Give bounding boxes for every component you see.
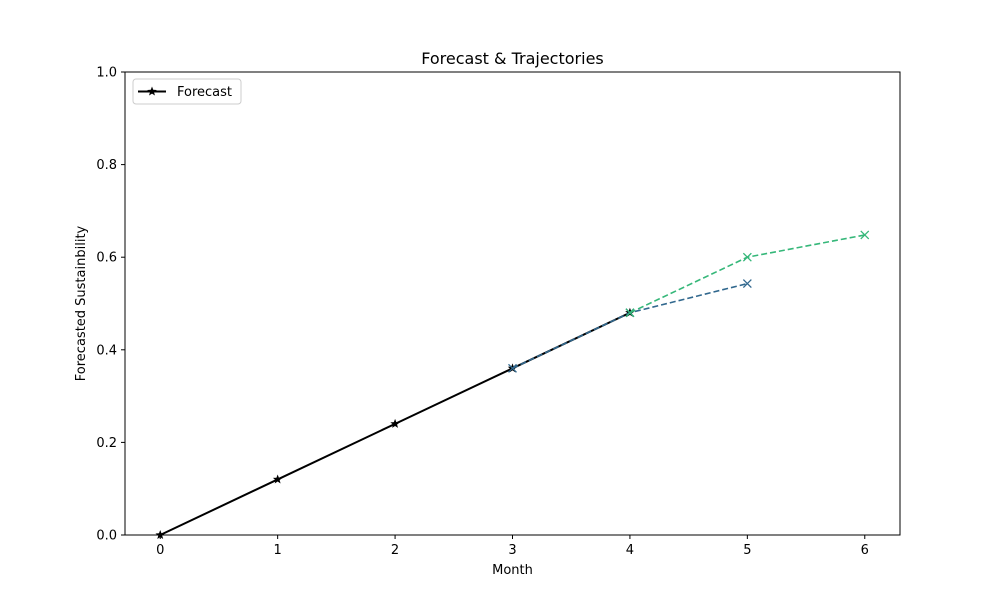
data-point-trajectory-1: [508, 363, 517, 373]
data-point-forecast: [390, 418, 400, 428]
legend-marker-forecast: [147, 86, 157, 96]
x-tick-label: 5: [743, 543, 751, 558]
x-tick-label: 1: [274, 543, 282, 558]
chart-title: Forecast & Trajectories: [421, 49, 604, 68]
x-axis: 0 1 2 3 4 5 6: [156, 535, 869, 558]
x-tick-label: 6: [861, 543, 869, 558]
y-tick-label: 0.8: [96, 158, 117, 173]
data-point-trajectory-2: [742, 252, 752, 262]
x-tick-label: 3: [508, 543, 516, 558]
legend-box: [132, 78, 242, 105]
data-point-forecast: [272, 474, 283, 484]
x-axis-label: Month: [492, 563, 533, 578]
x-tick-label: 0: [156, 543, 164, 558]
x-tick-label: 4: [626, 543, 634, 558]
x-tick-label: 2: [391, 543, 399, 558]
y-axis: 0.0 0.2 0.4 0.6 0.8 1.0: [96, 66, 125, 544]
y-tick-label: 0.0: [96, 529, 117, 544]
y-tick-label: 1.0: [96, 66, 117, 81]
legend: Forecast: [132, 78, 242, 105]
y-tick-label: 0.2: [96, 436, 117, 451]
y-axis-label: Forecasted Sustainbility: [74, 225, 89, 381]
series-layer: [155, 230, 870, 540]
series-trajectory-2: [625, 230, 870, 318]
data-point-trajectory-1: [742, 279, 752, 289]
legend-label-forecast: Forecast: [177, 85, 232, 100]
data-point-trajectory-2: [625, 308, 635, 318]
y-tick-label: 0.6: [96, 251, 117, 266]
data-point-trajectory-2: [860, 230, 870, 240]
y-tick-label: 0.4: [96, 343, 117, 358]
